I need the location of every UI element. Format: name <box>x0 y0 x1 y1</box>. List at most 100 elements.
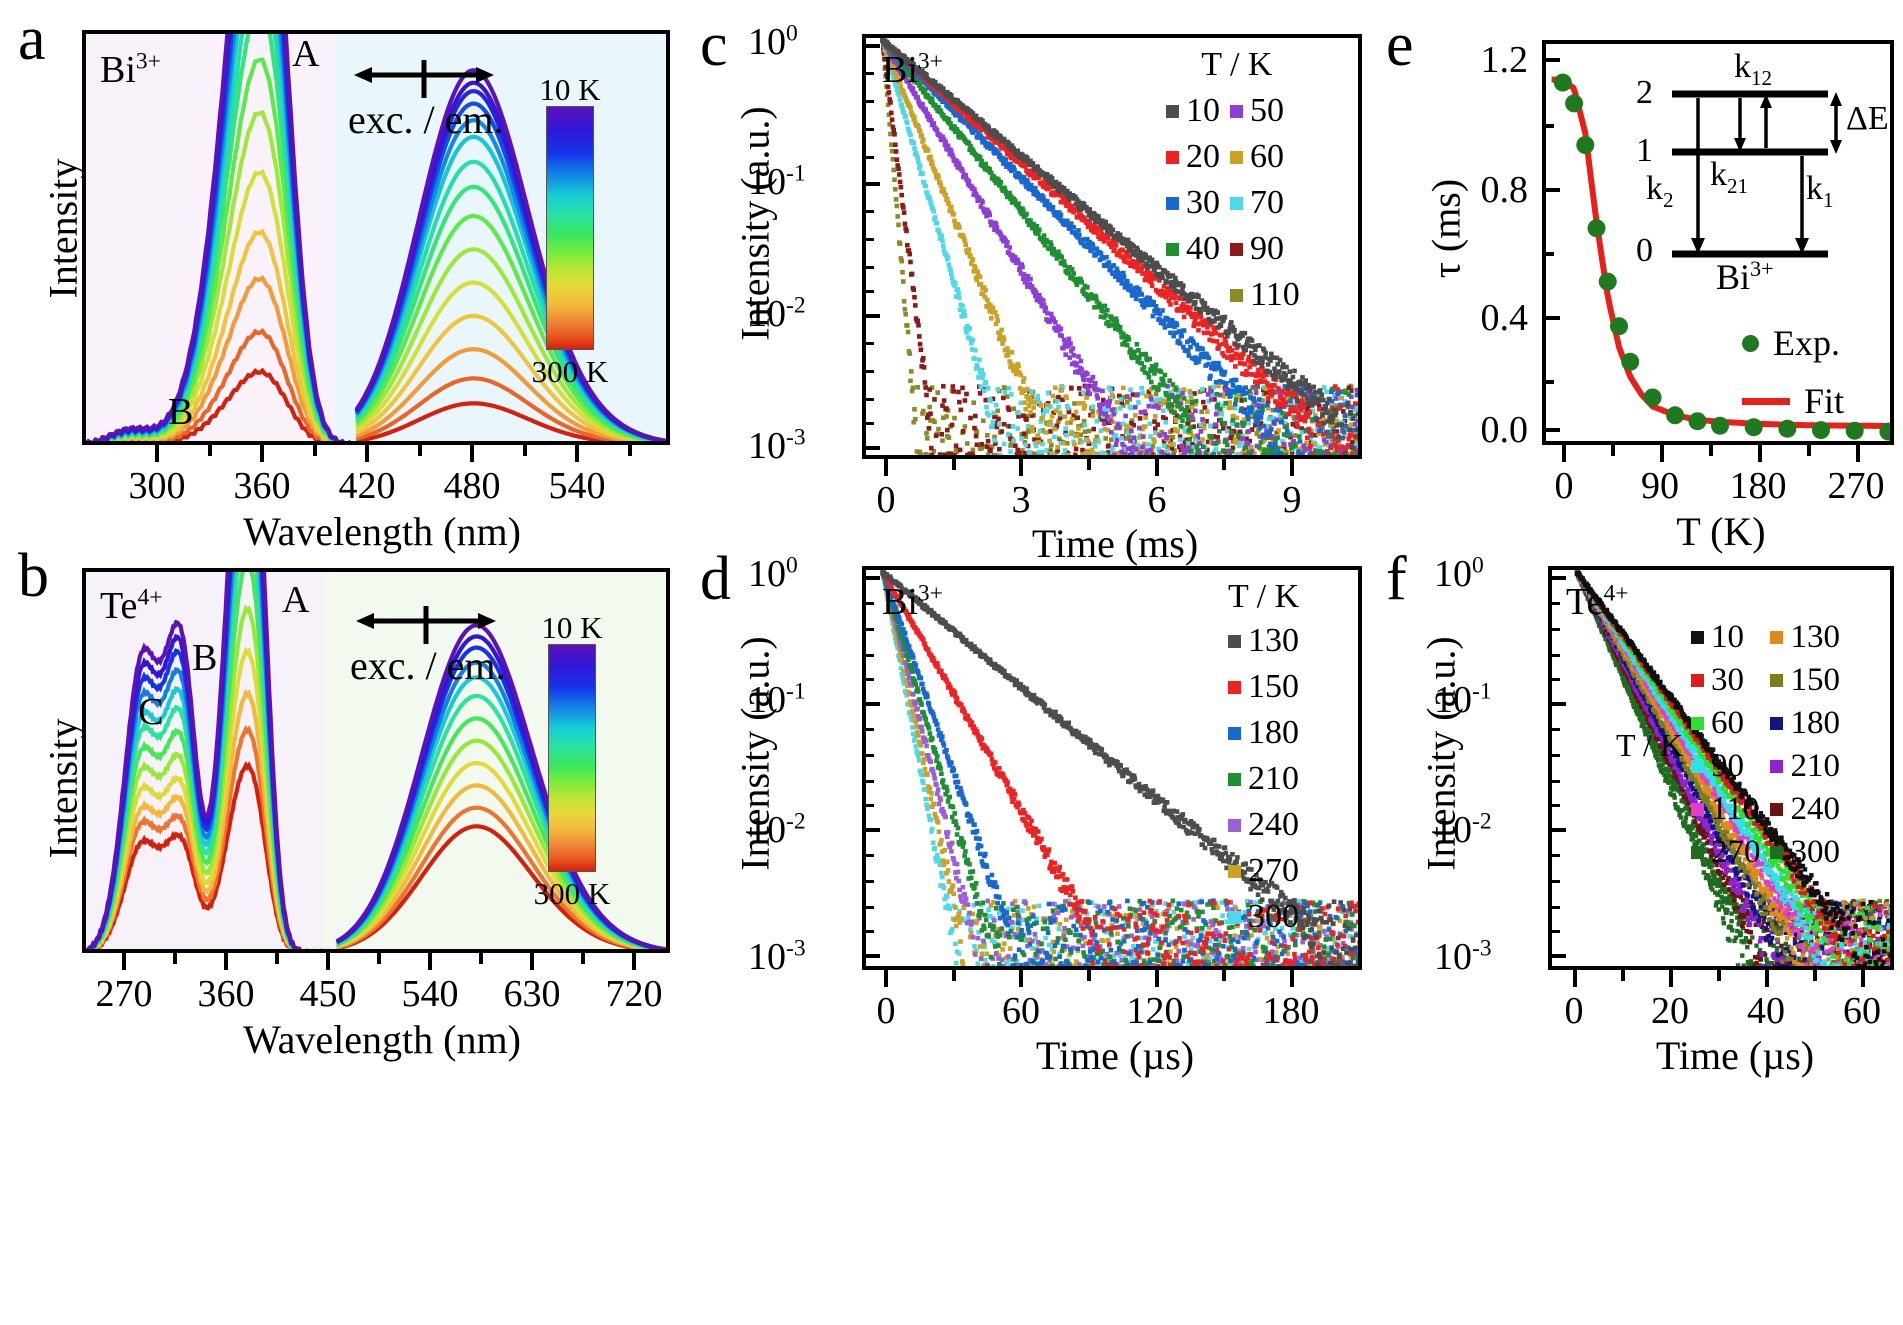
legend-label: Exp. <box>1773 322 1840 364</box>
panel-f-letter: f <box>1386 548 1407 610</box>
panel-b-peak-a-label: A <box>282 578 309 622</box>
panel-e-plot: 2 1 0 k12 k21 k2 k1 ΔE Bi3+ Exp. Fit <box>1542 40 1894 445</box>
panel-d-xtick-3: 180 <box>1246 989 1336 1033</box>
panel-c-xlabel: Time (ms) <box>930 520 1300 567</box>
inset-energy-gap-label: ΔE <box>1846 100 1889 138</box>
legend-swatch-180 <box>1770 717 1783 730</box>
legend-swatch-30 <box>1691 674 1704 687</box>
legend-swatch-20 <box>1166 151 1179 164</box>
legend-item[interactable]: 30 <box>1691 659 1761 702</box>
panel-c-xtick-3: 9 <box>1262 478 1322 522</box>
legend-item[interactable]: Exp. <box>1742 314 1844 372</box>
panel-c-ytick-1: 10-1 <box>748 160 806 204</box>
legend-label: 110 <box>1711 791 1759 828</box>
legend-item[interactable]: 300 <box>1228 894 1299 940</box>
panel-f-ytick-2: 10-2 <box>1434 808 1492 852</box>
panel-b-arrow-label: exc. / em. <box>350 642 506 689</box>
legend-label: 10 <box>1711 619 1744 656</box>
legend-label: 90 <box>1250 230 1284 268</box>
legend-label: 150 <box>1248 668 1299 706</box>
panel-b-peak-c-label: C <box>138 690 163 734</box>
legend-swatch-30 <box>1166 197 1179 210</box>
legend-item[interactable]: 300 <box>1770 831 1840 874</box>
panel-e-ytick-1: 0.8 <box>1438 168 1528 212</box>
legend-item[interactable]: Fit <box>1742 372 1844 430</box>
legend-item[interactable]: 10 <box>1691 616 1761 659</box>
panel-e-xtick-1: 90 <box>1618 464 1702 508</box>
panel-d-ion-label: Bi3+ <box>882 580 943 624</box>
panel-f-legend-col-2: 130 150 180 210 240 300 <box>1770 616 1840 874</box>
panel-f-xlabel: Time (µs) <box>1590 1032 1880 1079</box>
panel-a-colorbar <box>546 106 594 350</box>
panel-c-ytick-2: 10-2 <box>748 292 806 336</box>
legend-item[interactable]: 130 <box>1770 616 1840 659</box>
panel-c-legend-col-2: 50 60 70 90 110 <box>1230 88 1300 318</box>
legend-swatch-210 <box>1770 760 1783 773</box>
legend-item[interactable]: 240 <box>1228 802 1299 848</box>
panel-d-ytick-3: 10-3 <box>748 935 806 979</box>
inset-ion-label: Bi3+ <box>1716 256 1774 298</box>
panel-d-ytick-0: 100 <box>748 552 798 596</box>
legend-swatch-110 <box>1691 803 1704 816</box>
legend-label: 60 <box>1250 138 1284 176</box>
panel-b-xlabel: Wavelength (nm) <box>182 1016 582 1063</box>
legend-swatch-130 <box>1770 631 1783 644</box>
panel-a-peak-b-label: B <box>168 390 193 434</box>
panel-b-xtick-4: 630 <box>490 972 574 1016</box>
legend-item[interactable]: 40 <box>1166 226 1220 272</box>
legend-item[interactable]: 110 <box>1691 788 1761 831</box>
legend-swatch-10 <box>1691 631 1704 644</box>
legend-swatch-10 <box>1166 105 1179 118</box>
legend-item[interactable]: 150 <box>1770 659 1840 702</box>
inset-rate-label-k12: k12 <box>1734 48 1772 91</box>
panel-c-ion-label: Bi3+ <box>882 48 943 92</box>
legend-item[interactable]: 20 <box>1166 134 1220 180</box>
legend-item[interactable]: 240 <box>1770 788 1840 831</box>
panel-f-legend: T / K 10 30 60 90 110 270 130 150 180 210 240 300 <box>1616 616 1840 874</box>
legend-label: 210 <box>1790 748 1840 785</box>
legend-label: 20 <box>1186 138 1220 176</box>
legend-item[interactable]: 60 <box>1230 134 1300 180</box>
panel-a-peak-a-label: A <box>292 32 319 76</box>
panel-d-ytick-1: 10-1 <box>748 678 806 722</box>
legend-swatch-60 <box>1691 717 1704 730</box>
legend-item[interactable]: 150 <box>1228 664 1299 710</box>
legend-item[interactable]: 210 <box>1228 756 1299 802</box>
legend-item[interactable]: 50 <box>1230 88 1300 134</box>
legend-item[interactable]: 10 <box>1166 88 1220 134</box>
legend-item[interactable]: 130 <box>1228 618 1299 664</box>
panel-d-xtick-2: 120 <box>1110 989 1200 1033</box>
panel-b-xtick-2: 450 <box>286 972 370 1016</box>
legend-item[interactable]: 60 <box>1691 702 1761 745</box>
legend-item[interactable]: 30 <box>1166 180 1220 226</box>
legend-item[interactable]: 70 <box>1230 180 1300 226</box>
inset-rate-label-k1: k1 <box>1806 170 1834 213</box>
legend-item[interactable]: 180 <box>1770 702 1840 745</box>
legend-label: 270 <box>1711 834 1761 871</box>
legend-swatch-240 <box>1770 803 1783 816</box>
legend-item[interactable]: 110 <box>1230 272 1300 318</box>
legend-item[interactable]: 180 <box>1228 710 1299 756</box>
panel-d-legend: T / K 130 150 180 210 240 270 300 <box>1228 578 1299 940</box>
panel-e-ytick-0: 1.2 <box>1438 38 1528 82</box>
panel-a-arrow-icon <box>354 60 494 90</box>
panel-b-xtick-5: 720 <box>592 972 676 1016</box>
panel-b-ylabel: Intensity <box>40 674 87 904</box>
inset-level-label-0: 0 <box>1636 232 1653 270</box>
panel-e-ytick-2: 0.4 <box>1438 296 1528 340</box>
panel-f-xtick-3: 60 <box>1822 989 1902 1033</box>
legend-item[interactable]: 90 <box>1230 226 1300 272</box>
legend-item[interactable]: 270 <box>1691 831 1761 874</box>
panel-f-ion-label: Te4+ <box>1566 580 1629 624</box>
panel-f-xtick-1: 20 <box>1630 989 1710 1033</box>
legend-label: 300 <box>1790 834 1840 871</box>
legend-label: 30 <box>1186 184 1220 222</box>
panel-b-plot: Te4+ A B C exc. / em. 10 K 300 K <box>82 568 670 953</box>
legend-item[interactable]: 90 <box>1691 745 1761 788</box>
legend-label: 180 <box>1248 714 1299 752</box>
panel-e-letter: e <box>1386 14 1414 76</box>
panel-b-colorbar-bottom-label: 300 K <box>510 876 634 912</box>
legend-label: 300 <box>1248 898 1299 936</box>
legend-item[interactable]: 270 <box>1228 848 1299 894</box>
legend-item[interactable]: 210 <box>1770 745 1840 788</box>
